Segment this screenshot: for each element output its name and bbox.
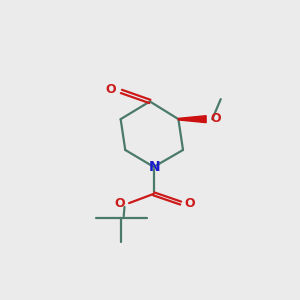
Text: N: N <box>149 160 160 174</box>
Text: O: O <box>115 197 125 210</box>
Text: O: O <box>105 83 116 96</box>
Text: O: O <box>184 197 195 210</box>
Polygon shape <box>178 116 206 123</box>
Text: O: O <box>211 112 221 125</box>
